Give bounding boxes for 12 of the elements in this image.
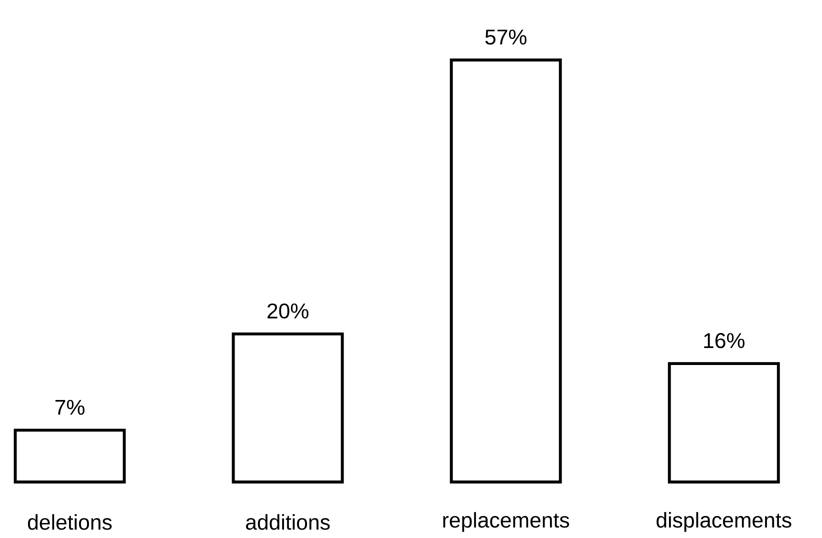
data-label: 7%	[55, 400, 84, 415]
data-label: 57%	[485, 30, 526, 45]
x-tick-label: displacements	[656, 512, 792, 532]
data-label: 16%	[704, 333, 744, 348]
x-tick-label: additions	[246, 514, 330, 530]
data-label: 20%	[268, 303, 308, 319]
bar	[450, 58, 562, 484]
x-tick-label: deletions	[28, 514, 112, 530]
bar	[14, 428, 126, 484]
x-tick-label: replacements	[443, 512, 570, 532]
bar	[232, 332, 344, 484]
bar	[668, 362, 780, 484]
